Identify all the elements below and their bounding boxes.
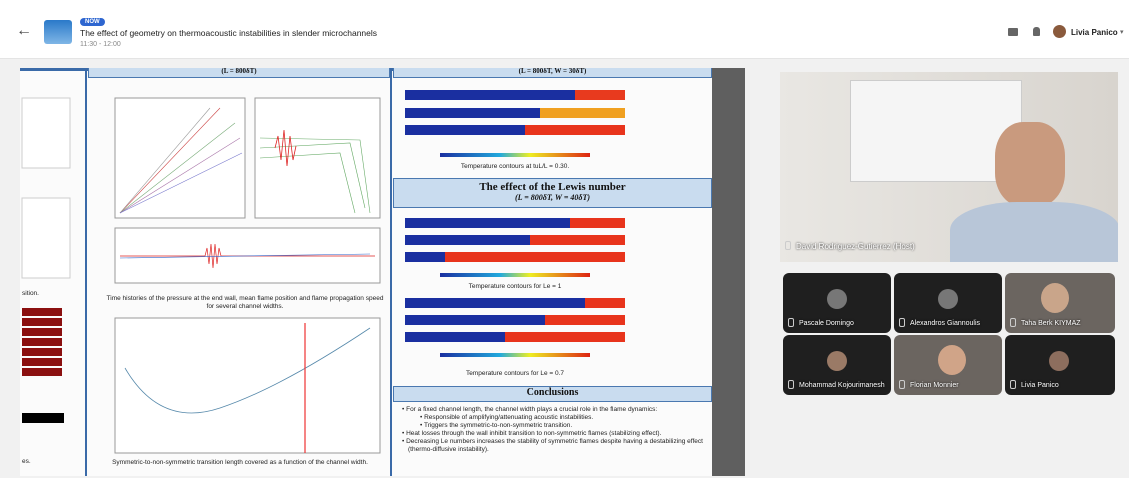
figure-caption: Temperature contours for Le = 0.7 <box>465 370 565 377</box>
participant-name: Taha Berk KIYMAZ <box>1021 320 1081 327</box>
participant-name: Alexandros Giannoulis <box>910 320 981 327</box>
left-fragment: sition. <box>22 290 39 297</box>
bullet: • For a fixed channel length, the channe… <box>402 406 658 413</box>
user-avatar[interactable] <box>1053 25 1066 38</box>
participant-tile[interactable]: Livia Panico <box>1005 335 1115 395</box>
participant-tile[interactable]: Alexandros Giannoulis <box>894 273 1002 333</box>
section-heading: (L = 800δT, W = 30δT) <box>393 68 712 78</box>
host-shirt <box>950 202 1118 262</box>
figure-caption: Temperature contours for Le = 1 <box>468 283 562 290</box>
now-badge: NOW <box>80 18 105 26</box>
left-fragment: es. <box>22 458 31 465</box>
participant-face <box>1041 283 1069 313</box>
event-thumbnail <box>44 20 72 44</box>
participant-name: Florian Monnier <box>910 382 959 389</box>
participant-name: David Rodriguez-Gutierrez (Host) <box>796 242 915 251</box>
avatar-placeholder <box>938 289 958 309</box>
back-button[interactable]: ← <box>16 22 32 39</box>
participant-face <box>827 351 847 371</box>
participant-tile[interactable]: Taha Berk KIYMAZ <box>1005 273 1115 333</box>
shared-poster: sition. es. (L = 800δT) (L = 800δT, W = … <box>20 68 745 476</box>
mic-icon <box>899 318 905 327</box>
participant-tile[interactable]: Pascale Domingo <box>783 273 891 333</box>
participant-tile[interactable]: Mohammad Kojourimanesh <box>783 335 891 395</box>
user-name[interactable]: Livia Panico <box>1071 28 1118 37</box>
participant-tile[interactable]: Florian Monnier <box>894 335 1002 395</box>
participant-name: Mohammad Kojourimanesh <box>799 382 885 389</box>
bullet: • Heat losses through the wall inhibit t… <box>402 430 662 437</box>
mic-icon <box>788 380 794 389</box>
event-time: 11:30 - 12:00 <box>80 41 121 48</box>
event-title: The effect of geometry on thermoacoustic… <box>80 28 378 38</box>
figure-caption: Temperature contours at tuL/L = 0.30. <box>460 163 570 170</box>
user-menu-caret[interactable]: ▾ <box>1120 29 1124 36</box>
top-bar: ← NOW The effect of geometry on thermoac… <box>0 0 1129 59</box>
section-title: Conclusions <box>393 386 712 402</box>
section-title: The effect of the Lewis number <box>479 181 626 193</box>
section-band: The effect of the Lewis number (L = 800δ… <box>393 178 712 208</box>
chat-icon[interactable] <box>1008 28 1018 36</box>
mic-icon <box>788 318 794 327</box>
poster-graphics <box>20 68 745 476</box>
background-poster <box>850 80 1022 182</box>
mic-icon <box>1010 380 1016 389</box>
section-subtitle: (L = 800δT, W = 40δT) <box>514 193 591 202</box>
sub-bullet: • Triggers the symmetric-to-non-symmetri… <box>420 422 573 429</box>
mic-icon <box>899 380 905 389</box>
participant-face <box>938 345 966 375</box>
figure-caption: Time histories of the pressure at the en… <box>106 295 384 310</box>
sub-bullet: • Responsible of amplifying/attenuating … <box>420 414 594 421</box>
section-heading: (L = 800δT) <box>88 68 390 78</box>
participant-name: Livia Panico <box>1021 382 1059 389</box>
participant-name: Pascale Domingo <box>799 320 854 327</box>
bullet: • Decreasing Le numbers increases the st… <box>402 438 703 453</box>
avatar-placeholder <box>827 289 847 309</box>
figure-caption: Symmetric-to-non-symmetric transition le… <box>112 459 368 466</box>
participant-face <box>1049 351 1069 371</box>
host-face <box>995 122 1065 207</box>
mic-icon <box>1010 318 1016 327</box>
conclusions-list: • For a fixed channel length, the channe… <box>400 406 705 454</box>
bell-icon[interactable] <box>1033 27 1040 36</box>
host-video: David Rodriguez-Gutierrez (Host) <box>780 72 1118 262</box>
